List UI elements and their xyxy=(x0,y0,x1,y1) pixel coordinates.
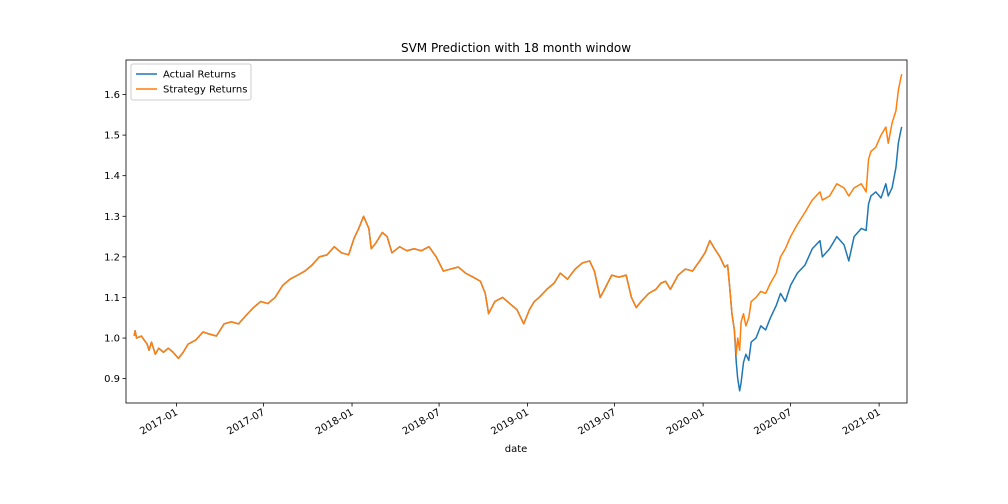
y-tick-label: 1.1 xyxy=(104,293,120,304)
legend: Actual Returns Strategy Returns xyxy=(130,63,252,101)
y-tick-label: 1.2 xyxy=(104,252,120,263)
x-axis-label: date xyxy=(505,444,528,455)
chart-title: SVM Prediction with 18 month window xyxy=(401,41,631,55)
legend-label-actual-returns: Actual Returns xyxy=(163,70,236,81)
y-tick-label: 1.4 xyxy=(104,171,120,182)
y-tick-label: 1.3 xyxy=(104,212,120,223)
legend-label-strategy-returns: Strategy Returns xyxy=(163,85,247,96)
plot-area xyxy=(133,74,903,392)
series-line-strategy-returns xyxy=(133,74,903,360)
y-tick-label: 1.6 xyxy=(104,90,120,101)
axes-frame xyxy=(125,59,908,404)
y-tick-label: 0.9 xyxy=(104,374,120,385)
legend-box xyxy=(130,63,252,101)
y-tick-label: 1.5 xyxy=(104,131,120,142)
y-tick-label: 1.0 xyxy=(104,334,120,345)
